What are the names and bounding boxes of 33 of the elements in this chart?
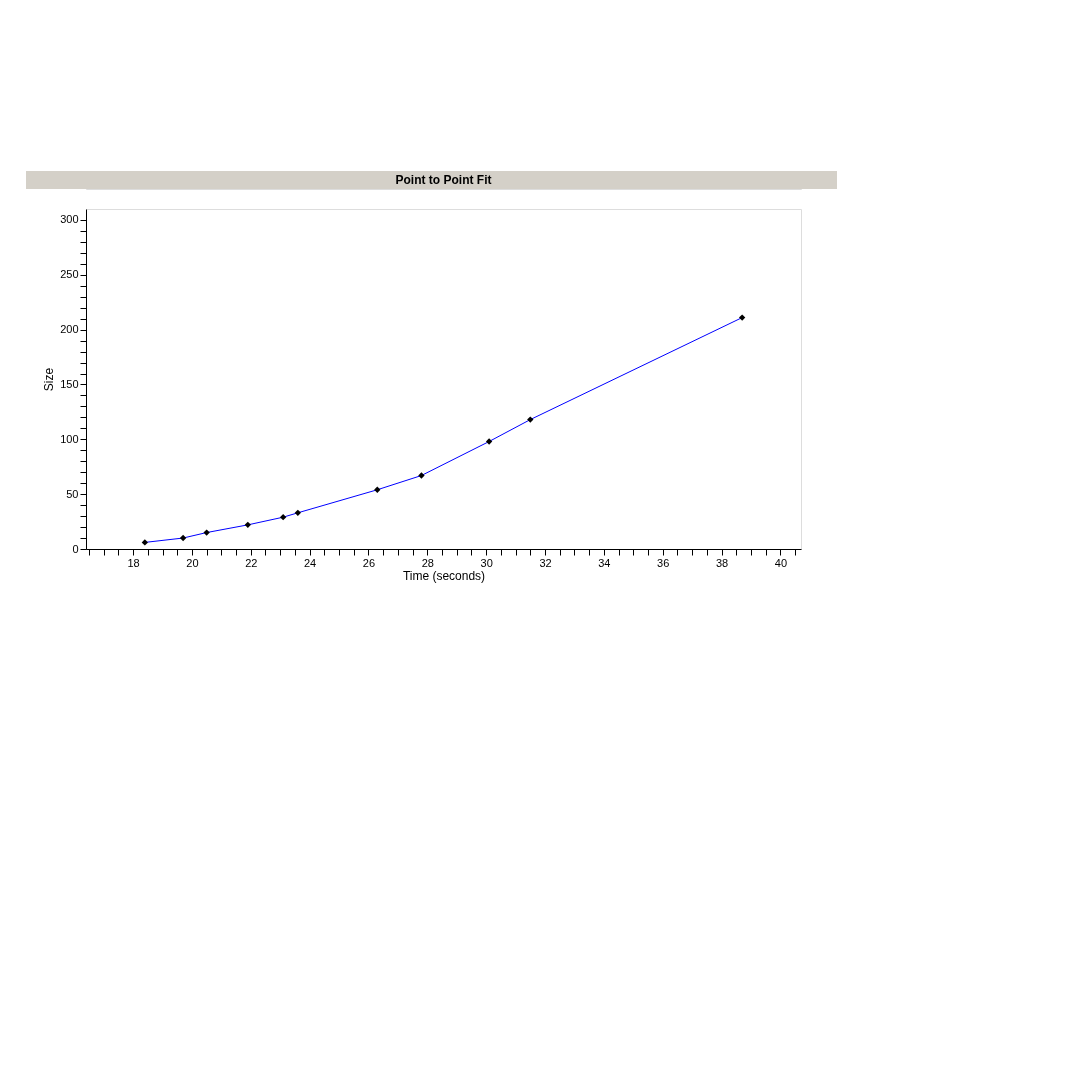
y-tick-label: 250 bbox=[60, 268, 79, 281]
point bbox=[374, 486, 381, 493]
point bbox=[141, 539, 149, 546]
chart-title: Point to Point Fit bbox=[395, 173, 492, 187]
x-axis-title: Time (seconds) bbox=[402, 568, 486, 583]
point bbox=[203, 529, 210, 536]
y-tick-label: 200 bbox=[60, 323, 79, 336]
y-tick-label: 300 bbox=[60, 213, 79, 226]
point bbox=[244, 521, 251, 529]
x-tick-label: 18 bbox=[127, 556, 140, 569]
point bbox=[527, 416, 534, 423]
x-tick-label: 20 bbox=[186, 556, 199, 569]
point bbox=[418, 472, 425, 479]
y-axis-title: Size bbox=[42, 367, 57, 392]
x-tick-label: 28 bbox=[421, 556, 434, 569]
x-tick-label: 38 bbox=[715, 556, 729, 569]
y-tick-label: 100 bbox=[60, 432, 79, 445]
point bbox=[279, 514, 287, 521]
point bbox=[179, 534, 187, 542]
x-tick-label: 32 bbox=[539, 556, 552, 569]
x-tick-label: 40 bbox=[774, 556, 788, 569]
y-tick-label: 0 bbox=[72, 542, 79, 555]
x-tick-label: 26 bbox=[362, 556, 376, 569]
point bbox=[485, 438, 493, 445]
y-tick-label: 50 bbox=[66, 487, 79, 500]
point bbox=[294, 509, 302, 516]
point bbox=[738, 314, 746, 321]
x-tick-label: 24 bbox=[304, 556, 317, 569]
y-tick-label: 150 bbox=[60, 377, 79, 390]
x-tick-label: 34 bbox=[598, 556, 611, 569]
x-tick-label: 30 bbox=[480, 556, 493, 569]
x-tick-label: 36 bbox=[657, 556, 670, 569]
x-tick-label: 22 bbox=[245, 556, 258, 569]
